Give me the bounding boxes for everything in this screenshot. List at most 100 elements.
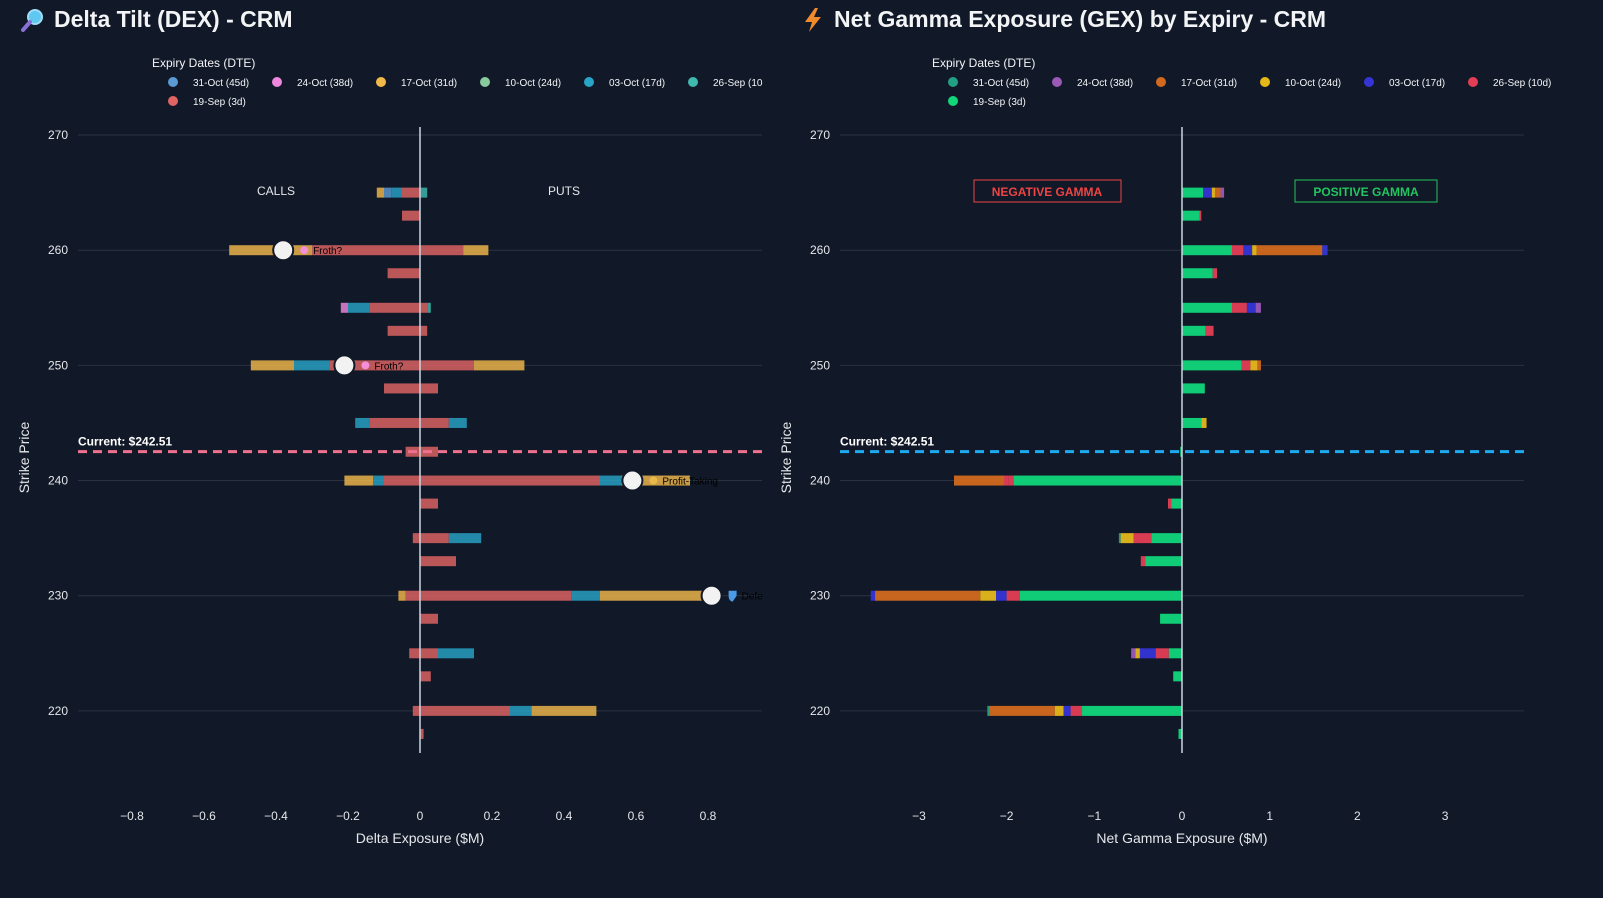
bar-segment-240-3 <box>1013 475 1182 486</box>
x-tick-label: 3 <box>1442 809 1449 823</box>
bar-segment-250-3 <box>1257 360 1261 371</box>
x-tick-label: −0.8 <box>120 809 144 823</box>
bar-segment-225-4 <box>1168 648 1182 659</box>
legend-label-4: 03-Oct (17d) <box>609 78 665 89</box>
y-tick-label: 260 <box>810 243 830 257</box>
bar-segment-235-1 <box>1120 533 1134 544</box>
bar-segment-218-0 <box>420 728 424 739</box>
marker-circle-1 <box>333 354 356 377</box>
bar-segment-235-0 <box>1118 533 1121 544</box>
legend-label-2: 17-Oct (31d) <box>1181 78 1237 89</box>
bar-segment-250-0 <box>1182 360 1242 371</box>
bar-segment-233-1 <box>1145 556 1182 567</box>
bar-segment-240-2 <box>1008 475 1014 486</box>
bar-segment-230-0 <box>870 590 876 601</box>
bar-segment-225-2 <box>1139 648 1156 659</box>
bar-segment-265-2 <box>1211 187 1216 198</box>
dex-title-text: Delta Tilt (DEX) - CRM <box>54 6 293 32</box>
y-tick-label: 250 <box>48 358 68 372</box>
legend-marker-1 <box>1052 77 1062 87</box>
bar-segment-265-3 <box>402 187 420 198</box>
legend-label-4: 03-Oct (17d) <box>1389 78 1445 89</box>
bar-segment-225-1 <box>438 648 474 659</box>
x-tick-label: 0.6 <box>628 809 645 823</box>
bar-segment-238-0 <box>1167 498 1172 509</box>
x-tick-label: −0.2 <box>336 809 360 823</box>
bar-segment-230-0 <box>398 590 406 601</box>
puts-label: PUTS <box>548 184 580 198</box>
bar-segment-238-0 <box>420 498 438 509</box>
bar-segment-220-4 <box>1070 705 1083 716</box>
bar-segment-265-4 <box>420 187 428 198</box>
bar-segment-263-1 <box>1199 210 1202 221</box>
legend-marker-4 <box>584 77 594 87</box>
bar-segment-258-0 <box>387 268 420 279</box>
x-tick-label: 1 <box>1266 809 1273 823</box>
bar-segment-240-1 <box>1003 475 1009 486</box>
x-tick-label: 0.2 <box>484 809 501 823</box>
bar-segment-265-1 <box>384 187 392 198</box>
bar-segment-220-3 <box>1063 705 1071 716</box>
bar-segment-253-1 <box>420 325 428 336</box>
current-price-label: Current: $242.51 <box>78 435 172 449</box>
bar-segment-253-0 <box>387 325 420 336</box>
bar-segment-255-2 <box>1246 302 1256 313</box>
bar-segment-255-0 <box>340 302 348 313</box>
bar-segment-230-1 <box>405 590 572 601</box>
bar-segment-230-4 <box>1006 590 1020 601</box>
legend-title: Expiry Dates (DTE) <box>152 56 255 70</box>
bar-segment-260-5 <box>1322 245 1328 256</box>
bar-segment-263-0 <box>402 210 420 221</box>
gex-title: Net Gamma Exposure (GEX) by Expiry - CRM <box>800 6 1326 33</box>
bar-segment-245-0 <box>1182 417 1202 428</box>
marker-label-0: Froth? <box>313 246 342 257</box>
y-tick-label: 270 <box>810 128 830 142</box>
y-axis-title: Strike Price <box>778 422 794 494</box>
y-tick-label: 230 <box>810 589 830 603</box>
bar-segment-218-0 <box>1178 728 1182 739</box>
bar-segment-255-1 <box>348 302 370 313</box>
bar-segment-260-3 <box>463 245 489 256</box>
legend-marker-0 <box>168 77 178 87</box>
bar-segment-230-3 <box>996 590 1007 601</box>
flower-icon <box>361 361 370 370</box>
legend-marker-6 <box>948 96 958 106</box>
negative-gamma-box <box>973 179 1122 203</box>
bar-segment-265-0 <box>376 187 384 198</box>
shield-icon <box>728 590 737 602</box>
bar-segment-228-0 <box>420 613 438 624</box>
y-tick-label: 250 <box>810 358 830 372</box>
x-tick-label: −2 <box>1000 809 1014 823</box>
x-tick-label: 2 <box>1354 809 1361 823</box>
bar-segment-235-3 <box>1151 533 1182 544</box>
bar-segment-245-0 <box>355 417 370 428</box>
bar-segment-242.5-0 <box>405 446 438 457</box>
x-axis-title: Delta Exposure ($M) <box>356 830 484 846</box>
bar-segment-265-2 <box>391 187 402 198</box>
bar-segment-240-3 <box>600 475 622 486</box>
bar-segment-235-1 <box>448 533 482 544</box>
dex-title: Delta Tilt (DEX) - CRM <box>20 6 293 33</box>
bar-segment-265-3 <box>1215 187 1221 198</box>
bar-segment-245-2 <box>448 417 467 428</box>
marker-circle-0 <box>272 239 295 262</box>
y-tick-label: 260 <box>48 243 68 257</box>
legend-label-2: 17-Oct (31d) <box>401 78 457 89</box>
x-axis-title: Net Gamma Exposure ($M) <box>1096 830 1267 846</box>
bar-segment-248-0 <box>1182 383 1205 394</box>
bar-segment-233-0 <box>420 556 456 567</box>
marker-label-2: Profit-Taking <box>662 477 718 488</box>
legend-marker-2 <box>1156 77 1166 87</box>
bar-segment-260-4 <box>1256 245 1323 256</box>
x-tick-label: −0.4 <box>264 809 288 823</box>
legend-label-0: 31-Oct (45d) <box>973 78 1029 89</box>
bar-segment-240-2 <box>384 475 600 486</box>
bar-segment-253-1 <box>1205 325 1214 336</box>
x-tick-label: 0.4 <box>556 809 573 823</box>
marker-circle-3 <box>700 584 723 607</box>
marker-circle-2 <box>621 469 644 492</box>
positive-gamma-label: POSITIVE GAMMA <box>1313 185 1419 199</box>
legend-marker-3 <box>480 77 490 87</box>
bar-segment-255-3 <box>427 302 431 313</box>
legend-label-1: 24-Oct (38d) <box>1077 78 1133 89</box>
